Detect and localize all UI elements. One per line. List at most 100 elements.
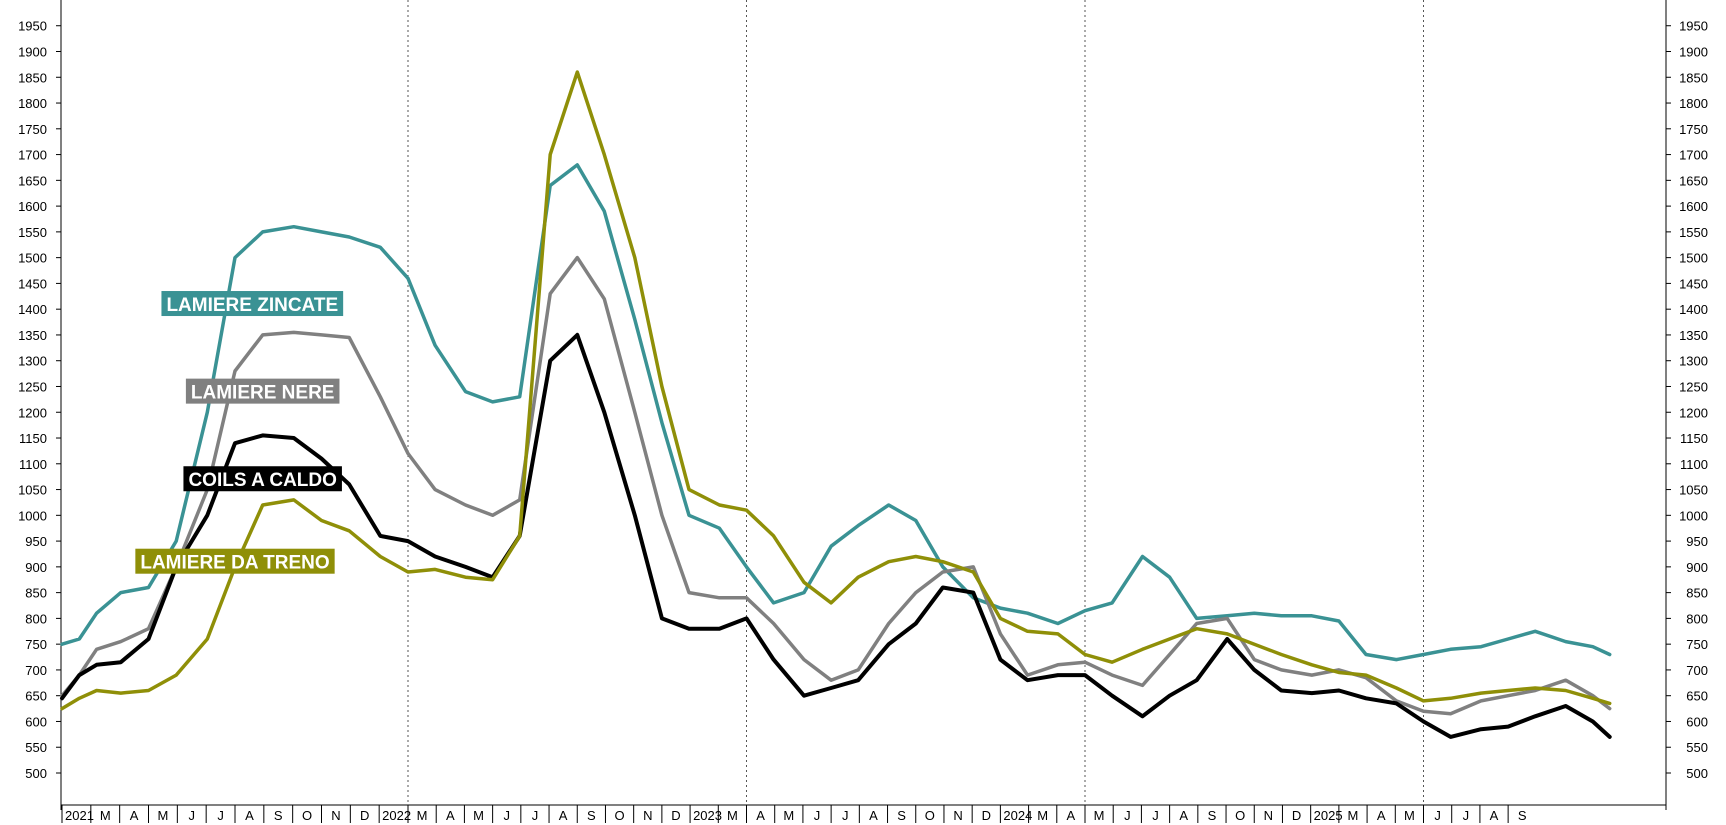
x-month-label: M xyxy=(1348,808,1359,823)
y-tick-label: 750 xyxy=(25,637,47,652)
y-tick-label: 650 xyxy=(25,689,47,704)
x-month-label: A xyxy=(130,808,139,823)
y-tick-label-right: 1350 xyxy=(1679,328,1708,343)
x-month-label: A xyxy=(1179,808,1188,823)
series-label: COILS A CALDO xyxy=(183,466,342,492)
y-tick-label: 550 xyxy=(25,740,47,755)
y-tick-label: 1550 xyxy=(18,225,47,240)
y-tick-label: 1800 xyxy=(18,96,47,111)
series-label: LAMIERE DA TRENO xyxy=(135,548,335,574)
y-tick-label-right: 1850 xyxy=(1679,70,1708,85)
x-month-label: D xyxy=(1292,808,1301,823)
y-tick-label-right: 800 xyxy=(1686,611,1708,626)
series-label-box xyxy=(183,466,342,492)
y-tick-label-right: 1900 xyxy=(1679,45,1708,60)
series-label-text: COILS A CALDO xyxy=(188,470,336,491)
y-tick-label-right: 1050 xyxy=(1679,483,1708,498)
x-month-label: A xyxy=(446,808,455,823)
x-month-label: S xyxy=(274,808,283,823)
x-month-label: A xyxy=(245,808,254,823)
y-tick-label: 1900 xyxy=(18,45,47,60)
x-month-label: A xyxy=(1067,808,1076,823)
y-tick-label: 1850 xyxy=(18,70,47,85)
x-month-label: O xyxy=(615,808,625,823)
y-tick-label-right: 750 xyxy=(1686,637,1708,652)
y-tick-label-right: 1500 xyxy=(1679,251,1708,266)
y-tick-label-right: 1200 xyxy=(1679,405,1708,420)
y-tick-label-right: 1300 xyxy=(1679,354,1708,369)
x-month-label: D xyxy=(671,808,680,823)
y-tick-label-right: 850 xyxy=(1686,586,1708,601)
x-month-label: N xyxy=(953,808,962,823)
y-tick-label-right: 1750 xyxy=(1679,122,1708,137)
x-year-label: 2023 xyxy=(693,808,722,823)
y-tick-label: 950 xyxy=(25,534,47,549)
y-tick-label: 1000 xyxy=(18,508,47,523)
x-month-label: M xyxy=(727,808,738,823)
x-month-label: O xyxy=(1235,808,1245,823)
y-tick-label-right: 700 xyxy=(1686,663,1708,678)
x-month-label: J xyxy=(503,808,510,823)
x-month-label: D xyxy=(360,808,369,823)
x-month-label: N xyxy=(1264,808,1273,823)
y-tick-label-right: 650 xyxy=(1686,689,1708,704)
y-tick-label: 1300 xyxy=(18,354,47,369)
x-month-label: M xyxy=(1094,808,1105,823)
y-tick-label-right: 1950 xyxy=(1679,19,1708,34)
series-label: LAMIERE NERE xyxy=(185,378,340,404)
x-month-label: J xyxy=(217,808,224,823)
y-tick-label: 1950 xyxy=(18,19,47,34)
y-tick-label: 1150 xyxy=(19,431,47,446)
y-tick-label: 850 xyxy=(25,586,47,601)
y-tick-label-right: 1250 xyxy=(1679,379,1708,394)
x-month-label: J xyxy=(532,808,539,823)
x-month-label: J xyxy=(814,808,821,823)
x-month-label: A xyxy=(869,808,878,823)
y-tick-label: 500 xyxy=(25,766,47,781)
x-year-label: 2022 xyxy=(382,808,411,823)
x-year-label: 2021 xyxy=(65,808,94,823)
x-month-label: N xyxy=(331,808,340,823)
right-y-axis-ticks: 500 550 600 650 700 750 800 850 900 950 1000 1050 11… xyxy=(1666,19,1708,781)
x-month-label: J xyxy=(1152,808,1159,823)
y-tick-label: 1450 xyxy=(18,276,47,291)
x-month-label: J xyxy=(189,808,196,823)
y-tick-label: 900 xyxy=(25,560,47,575)
series-labels: LAMIERE ZINCATE LAMIERE NERE COILS A CALDO… xyxy=(135,291,344,574)
y-tick-label: 1100 xyxy=(19,457,47,472)
x-month-label: M xyxy=(100,808,111,823)
y-tick-label: 1400 xyxy=(18,302,47,317)
y-tick-label: 800 xyxy=(25,611,47,626)
series-label-box xyxy=(161,291,344,317)
x-month-label: M xyxy=(473,808,484,823)
y-tick-label: 1600 xyxy=(18,199,47,214)
x-axis-month-ticks: 2021 M A M J J A S O N D 2022 M A M J J A S O N D 2023 M A M J J A S O… xyxy=(61,805,1527,823)
y-tick-label-right: 1000 xyxy=(1679,508,1708,523)
x-month-label: A xyxy=(1377,808,1386,823)
axes xyxy=(60,0,1667,810)
y-tick-label-right: 600 xyxy=(1686,714,1708,729)
x-month-label: S xyxy=(1208,808,1217,823)
left-y-axis-ticks: 500 550 600 650 700 750 800 850 900 950 1000 1050 11… xyxy=(18,19,61,781)
x-month-label: O xyxy=(925,808,935,823)
x-month-label: J xyxy=(1463,808,1470,823)
x-year-label: 2024 xyxy=(1003,808,1032,823)
y-tick-label: 1650 xyxy=(18,173,47,188)
x-month-label: S xyxy=(587,808,596,823)
x-month-label: S xyxy=(897,808,906,823)
series-line-lamiere-da-treno xyxy=(60,70,1612,711)
y-tick-label-right: 500 xyxy=(1686,766,1708,781)
y-tick-label-right: 1800 xyxy=(1679,96,1708,111)
y-tick-label-right: 900 xyxy=(1686,560,1708,575)
y-tick-label: 1700 xyxy=(18,148,47,163)
series-label-text: LAMIERE DA TRENO xyxy=(140,553,329,574)
y-tick-label-right: 1700 xyxy=(1679,148,1708,163)
x-month-label: J xyxy=(1434,808,1441,823)
x-month-label: J xyxy=(1124,808,1131,823)
x-month-label: A xyxy=(559,808,568,823)
y-tick-label: 600 xyxy=(25,714,47,729)
x-month-label: M xyxy=(783,808,794,823)
x-month-label: M xyxy=(157,808,168,823)
series-line-coils-a-caldo xyxy=(60,332,1612,739)
